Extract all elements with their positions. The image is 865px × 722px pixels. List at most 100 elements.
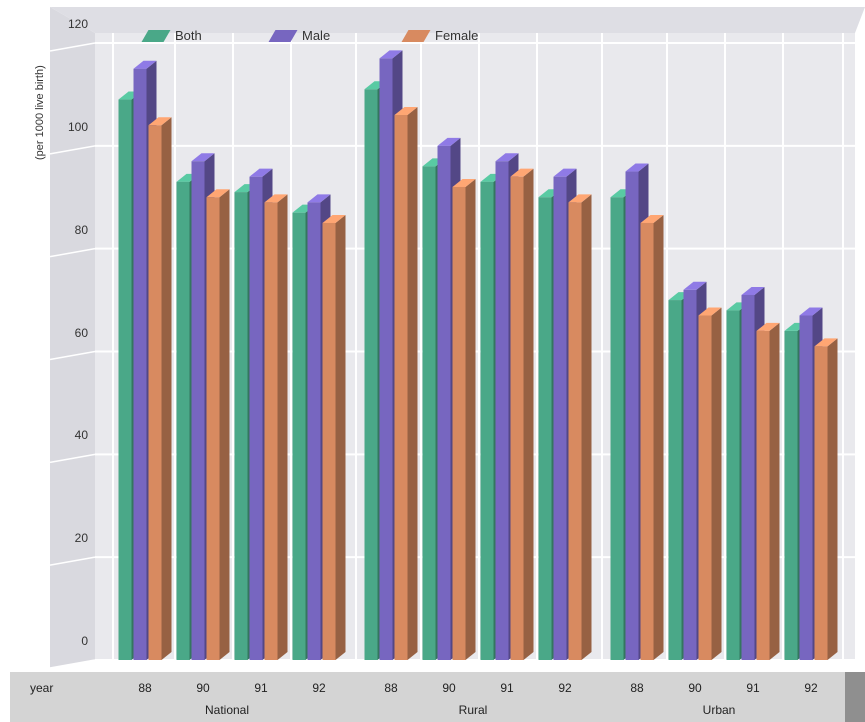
x-tick-92-rural: 92 <box>558 681 572 695</box>
bar-top <box>568 194 592 203</box>
bar-layer <box>118 50 838 661</box>
bar-top <box>264 194 288 203</box>
bar-front <box>683 289 697 660</box>
x-tick-90-rural: 90 <box>442 681 456 695</box>
x-tick-91-national: 91 <box>254 681 268 695</box>
bar-front <box>437 145 451 661</box>
bar-side <box>465 178 476 660</box>
x-tick-88-rural: 88 <box>384 681 398 695</box>
legend-swatch-both <box>141 29 171 42</box>
bar-front <box>799 315 813 660</box>
legend-label-male: Male <box>302 28 331 43</box>
x-tick-90-national: 90 <box>196 681 210 695</box>
floor-side <box>845 672 865 722</box>
grid-line-side-100 <box>49 145 96 155</box>
bar-front <box>234 192 248 660</box>
legend-swatch-female <box>401 29 431 42</box>
group-label-national: National <box>204 703 250 717</box>
bar-female-90-urban <box>698 307 722 660</box>
bar-female-92-urban <box>814 338 838 660</box>
bar-top <box>133 60 157 69</box>
bar-female-91-urban <box>756 322 780 660</box>
x-tick-91-urban: 91 <box>746 681 760 695</box>
bar-front <box>726 310 740 660</box>
bar-front <box>741 294 755 660</box>
bar-top <box>756 322 780 331</box>
floor-front <box>10 672 845 722</box>
bar-side <box>653 214 664 661</box>
bar-front <box>176 181 190 660</box>
bar-front <box>495 161 509 660</box>
bar-top <box>307 194 331 203</box>
bar-front <box>394 114 408 660</box>
x-tick-92-national: 92 <box>312 681 326 695</box>
bar-top <box>510 168 534 177</box>
bar-female-88-rural <box>394 106 418 660</box>
axis-floor <box>10 672 865 722</box>
grid-line-side-80 <box>49 247 96 258</box>
bar-front <box>668 300 682 660</box>
bar-female-88-national <box>148 117 172 661</box>
bar-front <box>292 212 306 661</box>
bar-top <box>799 307 823 316</box>
bar-front <box>756 330 770 660</box>
bar-front <box>148 125 162 661</box>
bar-side <box>219 189 230 660</box>
bar-front <box>568 202 582 660</box>
y-tick-80: 80 <box>74 222 88 237</box>
bar-female-90-national <box>206 189 230 660</box>
bar-female-92-rural <box>568 194 592 660</box>
plot-top-edge <box>50 7 865 33</box>
bar-side <box>769 322 780 660</box>
bar-front <box>307 202 321 660</box>
bar-top <box>148 117 172 126</box>
bar-top <box>741 286 765 295</box>
grid-line-side-0 <box>49 659 96 669</box>
bar-side <box>161 117 172 661</box>
grid-line-side-60 <box>49 350 96 361</box>
bar-side <box>407 106 418 660</box>
bar-side <box>581 194 592 660</box>
bar-front <box>249 176 263 660</box>
y-tick-20: 20 <box>74 531 88 546</box>
bar-top <box>452 178 476 187</box>
y-tick-60: 60 <box>74 325 88 340</box>
bar-front <box>640 222 654 661</box>
y-tick-120: 120 <box>67 17 88 31</box>
bar-front <box>191 161 205 660</box>
legend-swatch-male <box>268 29 298 42</box>
legend-item-both: Both <box>141 28 202 43</box>
x-tick-90-urban: 90 <box>688 681 702 695</box>
grid-line-side-40 <box>49 453 96 464</box>
plot-side-wall <box>50 7 95 668</box>
y-tick-0: 0 <box>81 634 88 648</box>
bar-front <box>698 315 712 660</box>
bar-female-92-national <box>322 214 346 661</box>
bar-top <box>495 153 519 162</box>
bar-top <box>249 168 273 177</box>
bar-top <box>698 307 722 316</box>
bar-top <box>191 153 215 162</box>
bar-front <box>538 197 552 660</box>
bar-front <box>510 176 524 660</box>
bar-front <box>452 186 466 660</box>
bar-top <box>394 106 418 115</box>
bar-side <box>335 214 346 661</box>
bar-side <box>523 168 534 660</box>
x-axis-year-label: year <box>30 681 54 695</box>
bar-top <box>206 189 230 198</box>
bar-front <box>553 176 567 660</box>
bar-front <box>480 181 494 660</box>
y-axis-label: (per 1000 live birth) <box>34 65 46 160</box>
bar-front <box>206 197 220 660</box>
bar-female-91-rural <box>510 168 534 660</box>
group-label-urban: Urban <box>702 703 736 717</box>
legend-label-female: Female <box>435 28 479 43</box>
bar-front <box>322 222 336 661</box>
bar-top <box>322 214 346 223</box>
grid-line-side-120 <box>49 42 96 52</box>
grid-line-side-20 <box>49 556 96 566</box>
bar-top <box>640 214 664 223</box>
bar-top <box>683 281 707 290</box>
bar-female-88-urban <box>640 214 664 661</box>
